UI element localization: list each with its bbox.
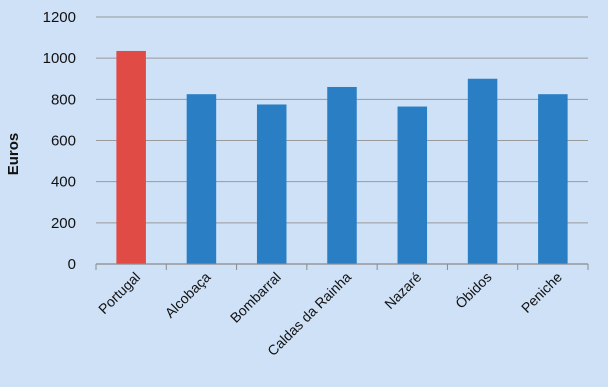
bar-bombarral bbox=[256, 104, 287, 265]
bar-caldas-da-rainha bbox=[327, 86, 357, 264]
bar-portugal bbox=[116, 50, 146, 265]
y-tick-label: 800 bbox=[51, 91, 76, 108]
x-category-label: Portugal bbox=[95, 269, 143, 317]
x-category-label: Peniche bbox=[518, 269, 565, 316]
bars bbox=[116, 50, 568, 265]
y-axis-title: Euros bbox=[5, 133, 22, 176]
bar-alcoba-a bbox=[186, 94, 217, 264]
y-tick-label: 1200 bbox=[43, 9, 76, 26]
y-tick-label: 1000 bbox=[43, 50, 76, 67]
x-category-label: Óbidos bbox=[452, 269, 495, 312]
bar-peniche bbox=[538, 94, 568, 264]
x-category-label: Nazaré bbox=[381, 269, 424, 312]
axes bbox=[95, 263, 589, 270]
y-tick-label: 600 bbox=[51, 133, 76, 150]
x-category-label: Alcobaça bbox=[162, 269, 214, 321]
y-tick-label: 200 bbox=[51, 215, 76, 232]
y-tick-label: 0 bbox=[68, 256, 76, 273]
bar--bidos bbox=[467, 78, 498, 264]
bar-nazar- bbox=[397, 106, 428, 264]
x-category-label: Bombarral bbox=[227, 269, 284, 326]
y-tick-label: 400 bbox=[51, 174, 76, 191]
